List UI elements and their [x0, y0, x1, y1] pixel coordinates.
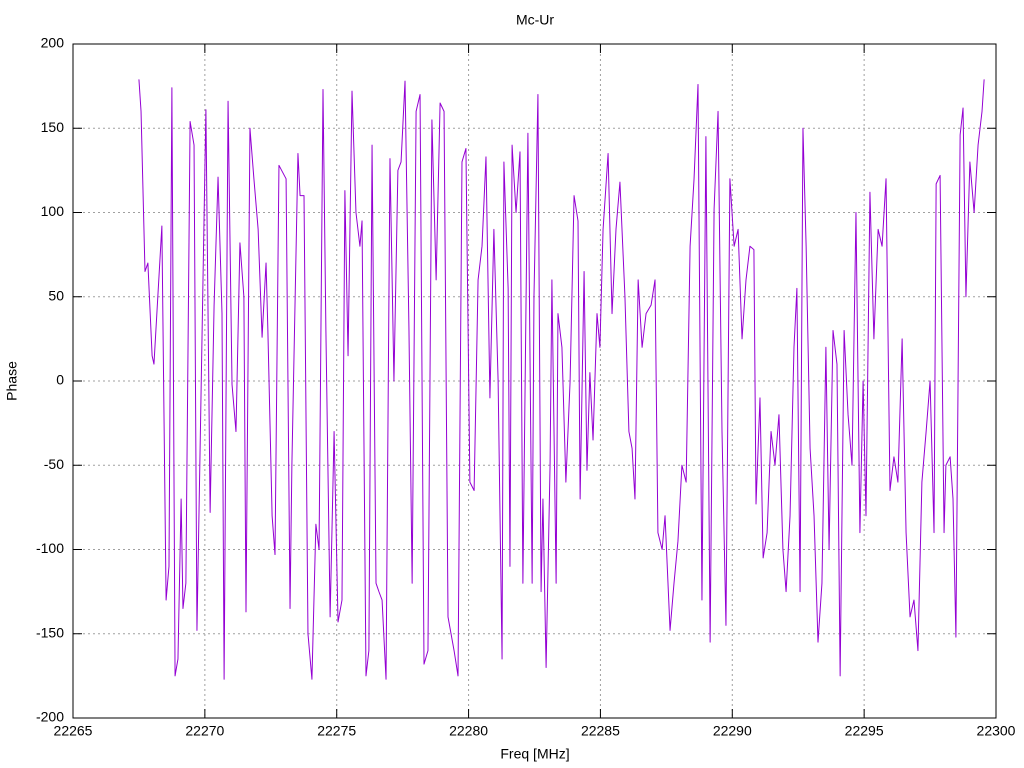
x-axis-label: Freq [MHz]: [500, 746, 569, 762]
plot-frame: [72, 43, 997, 719]
x-tick-label: 22270: [185, 723, 224, 739]
y-tick-label: 150: [41, 119, 65, 135]
data-line: [138, 79, 985, 680]
y-tick-label: 100: [41, 203, 65, 219]
x-tick-label: 22285: [581, 723, 620, 739]
y-tick-label: 0: [56, 372, 64, 388]
x-tick-label: 22290: [713, 723, 752, 739]
x-tick-label: 22275: [317, 723, 356, 739]
x-tick-label: 22300: [977, 723, 1016, 739]
chart-title: Mc-Ur: [516, 12, 554, 28]
y-tick-label: 200: [41, 35, 65, 51]
y-tick-label: -100: [36, 540, 64, 556]
x-tick-label: 22280: [449, 723, 488, 739]
y-tick-label: -200: [36, 709, 64, 725]
x-tick-label: 22295: [845, 723, 884, 739]
y-tick-label: 50: [48, 287, 64, 303]
y-tick-label: -150: [36, 624, 64, 640]
x-tick-label: 22265: [54, 723, 93, 739]
y-axis-label: Phase: [4, 361, 20, 401]
y-tick-label: -50: [44, 456, 64, 472]
